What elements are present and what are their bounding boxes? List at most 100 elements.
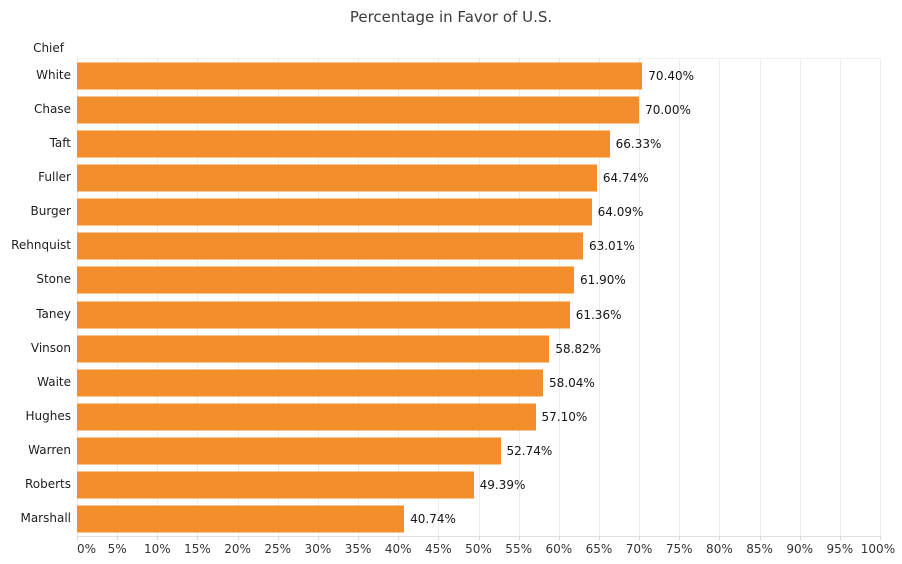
gridline xyxy=(799,59,801,536)
category-label-warren: Warren xyxy=(28,442,71,457)
category-label-taft: Taft xyxy=(49,136,71,151)
bar-stone[interactable] xyxy=(77,266,575,294)
gridline xyxy=(277,59,279,536)
value-label-vinson: 58.82% xyxy=(555,341,602,356)
value-label-fuller: 64.74% xyxy=(602,171,649,186)
axis-tick-label: 100% xyxy=(860,542,896,556)
category-label-hughes: Hughes xyxy=(25,408,72,423)
bar-hughes[interactable] xyxy=(77,403,536,431)
axis-tick-label: 60% xyxy=(545,542,573,556)
category-label-marshall: Marshall xyxy=(20,510,71,525)
bar-fuller[interactable] xyxy=(77,164,597,192)
axis-tick-label: 10% xyxy=(143,542,171,556)
axis-tick-label: 90% xyxy=(786,542,814,556)
gridline xyxy=(719,59,721,536)
gridline xyxy=(398,59,400,536)
value-label-white: 70.40% xyxy=(648,69,695,84)
axis-tick xyxy=(478,536,480,540)
bar-chase[interactable] xyxy=(77,96,640,124)
gridline xyxy=(518,59,520,536)
axis-tick-label: 50% xyxy=(465,542,492,556)
gridline xyxy=(478,59,480,536)
gridline xyxy=(197,59,199,536)
axis-tick-label: 0% xyxy=(77,542,97,556)
bar-row: 57.10% xyxy=(77,400,880,434)
category-label-rehnquist: Rehnquist xyxy=(11,238,71,253)
value-label-hughes: 57.10% xyxy=(541,409,588,424)
axis-tick-label: 65% xyxy=(585,542,613,556)
axis-tick xyxy=(157,536,159,540)
gridline xyxy=(598,59,600,536)
bar-marshall[interactable] xyxy=(77,505,405,533)
gridline xyxy=(77,59,78,536)
value-label-burger: 64.09% xyxy=(597,205,644,220)
bar-row: 61.36% xyxy=(77,298,880,332)
bar-row: 49.39% xyxy=(77,468,880,502)
category-label-stone: Stone xyxy=(36,272,71,287)
category-label-chase: Chase xyxy=(34,102,71,117)
bar-row: 64.74% xyxy=(77,161,880,195)
axis-tick-label: 95% xyxy=(826,542,854,556)
axis-tick-label: 35% xyxy=(344,542,372,556)
axis-tick xyxy=(277,536,279,540)
bar-burger[interactable] xyxy=(77,198,592,226)
value-label-roberts: 49.39% xyxy=(479,477,526,492)
bar-row: 64.09% xyxy=(77,195,880,229)
bar-roberts[interactable] xyxy=(77,471,474,499)
bar-row: 52.74% xyxy=(77,434,880,468)
axis-tick xyxy=(719,536,721,540)
axis-tick xyxy=(117,536,119,540)
bar-row: 70.40% xyxy=(77,59,880,93)
axis-tick xyxy=(398,536,400,540)
bar-taney[interactable] xyxy=(77,301,570,329)
axis-tick xyxy=(679,536,681,540)
value-label-stone: 61.90% xyxy=(580,273,626,288)
axis-tick-label: 5% xyxy=(107,542,127,556)
gridline xyxy=(558,59,560,536)
gridline xyxy=(237,59,239,536)
bar-waite[interactable] xyxy=(77,369,544,397)
gridline xyxy=(639,59,641,536)
chart-title: Percentage in Favor of U.S. xyxy=(349,8,553,26)
axis-tick xyxy=(558,536,560,540)
axis-tick xyxy=(639,536,641,540)
bar-rehnquist[interactable] xyxy=(77,232,583,260)
plot-area: 70.40% 70.00% 66.33% 64.74% 64.09% 63.01% 61.9… xyxy=(77,58,881,537)
axis-tick-label: 15% xyxy=(184,542,211,556)
bar-row: 58.04% xyxy=(77,366,880,400)
axis-tick xyxy=(237,536,239,540)
axis-tick-label: 25% xyxy=(264,542,292,556)
category-axis-header: Chief xyxy=(33,41,64,55)
category-label-waite: Waite xyxy=(37,374,71,389)
axis-tick-label: 45% xyxy=(425,542,452,556)
category-label-roberts: Roberts xyxy=(24,476,71,491)
bar-row: 66.33% xyxy=(77,127,880,161)
bar-white[interactable] xyxy=(77,62,643,90)
category-label-taney: Taney xyxy=(36,306,71,321)
value-label-rehnquist: 63.01% xyxy=(588,239,635,254)
axis-tick xyxy=(317,536,319,540)
axis-tick-label: 80% xyxy=(706,542,733,556)
axis-tick-label: 20% xyxy=(224,542,251,556)
axis-tick-label: 30% xyxy=(304,542,332,556)
gridline xyxy=(438,59,440,536)
axis-tick xyxy=(598,536,600,540)
value-label-warren: 52.74% xyxy=(506,443,553,458)
axis-tick xyxy=(518,536,520,540)
value-label-marshall: 40.74% xyxy=(410,511,456,526)
bar-warren[interactable] xyxy=(77,437,501,465)
bar-vinson[interactable] xyxy=(77,335,550,363)
axis-tick xyxy=(839,536,841,540)
category-label-burger: Burger xyxy=(30,204,72,219)
axis-tick-label: 40% xyxy=(384,542,412,556)
gridline xyxy=(117,59,119,536)
bar-row: 63.01% xyxy=(77,229,880,263)
axis-tick-label: 55% xyxy=(505,542,532,556)
bar-taft[interactable] xyxy=(77,130,610,158)
axis-tick-label: 70% xyxy=(625,542,653,556)
value-label-waite: 58.04% xyxy=(549,375,595,390)
gridline xyxy=(839,59,841,536)
value-label-taney: 61.36% xyxy=(575,307,622,322)
axis-tick-label: 75% xyxy=(665,542,693,556)
